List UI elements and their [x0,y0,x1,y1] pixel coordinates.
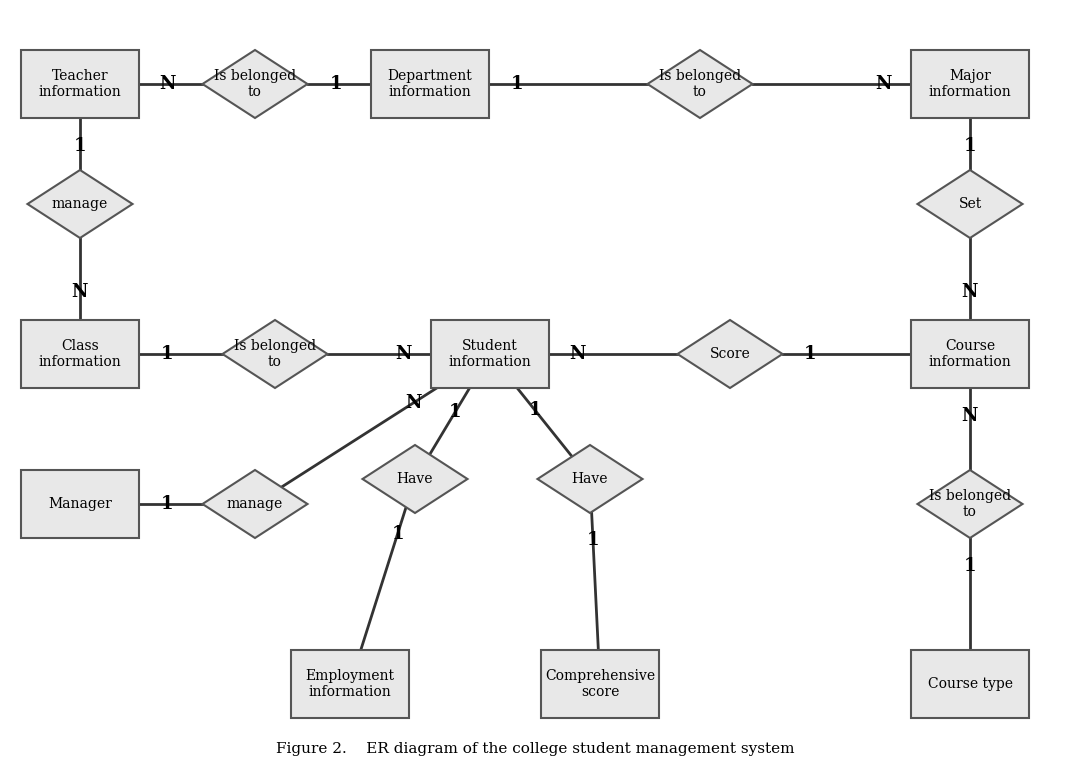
FancyBboxPatch shape [431,320,549,388]
Text: 1: 1 [510,75,523,93]
Text: N: N [72,283,88,301]
Text: N: N [962,407,978,425]
Text: N: N [569,345,585,363]
Text: N: N [158,75,175,93]
Text: Employment
information: Employment information [306,669,395,699]
FancyBboxPatch shape [21,470,139,538]
Text: Course type: Course type [928,677,1012,691]
Text: Is belonged
to: Is belonged to [234,339,316,369]
Polygon shape [537,445,642,513]
Text: 1: 1 [74,137,87,155]
Text: N: N [395,345,411,363]
Text: 1: 1 [964,137,976,155]
Text: Comprehensive
score: Comprehensive score [545,669,655,699]
Text: Have: Have [397,472,433,486]
FancyBboxPatch shape [911,650,1029,718]
Text: 1: 1 [160,495,173,513]
Text: Score: Score [709,347,750,361]
Text: Is belonged
to: Is belonged to [929,489,1011,519]
Text: 1: 1 [449,403,461,421]
Polygon shape [647,50,752,118]
FancyBboxPatch shape [911,50,1029,118]
Text: Teacher
information: Teacher information [39,69,121,99]
Polygon shape [202,470,307,538]
Text: 1: 1 [529,401,541,419]
Polygon shape [677,320,782,388]
Polygon shape [28,170,133,238]
Polygon shape [223,320,327,388]
Text: N: N [962,283,978,301]
Text: Manager: Manager [48,497,112,511]
Text: Course
information: Course information [929,339,1011,369]
Text: 1: 1 [392,525,403,543]
Text: N: N [404,394,422,412]
FancyBboxPatch shape [911,320,1029,388]
Text: manage: manage [227,497,284,511]
Text: 1: 1 [964,557,976,575]
Text: 1: 1 [805,345,816,363]
Text: N: N [875,75,891,93]
Text: Student
information: Student information [448,339,532,369]
FancyBboxPatch shape [371,50,489,118]
Text: Major
information: Major information [929,69,1011,99]
Polygon shape [363,445,468,513]
Text: 1: 1 [160,345,173,363]
Polygon shape [917,470,1023,538]
FancyBboxPatch shape [541,650,659,718]
Text: Is belonged
to: Is belonged to [214,69,296,99]
Text: Have: Have [571,472,608,486]
FancyBboxPatch shape [21,320,139,388]
FancyBboxPatch shape [291,650,409,718]
Polygon shape [917,170,1023,238]
Text: Set: Set [959,197,981,211]
Text: Department
information: Department information [387,69,472,99]
Text: manage: manage [51,197,108,211]
Text: Figure 2.    ER diagram of the college student management system: Figure 2. ER diagram of the college stud… [276,742,794,756]
Text: Class
information: Class information [39,339,121,369]
Text: 1: 1 [330,75,341,93]
Text: 1: 1 [586,531,599,549]
FancyBboxPatch shape [21,50,139,118]
Polygon shape [202,50,307,118]
Text: Is belonged
to: Is belonged to [659,69,742,99]
